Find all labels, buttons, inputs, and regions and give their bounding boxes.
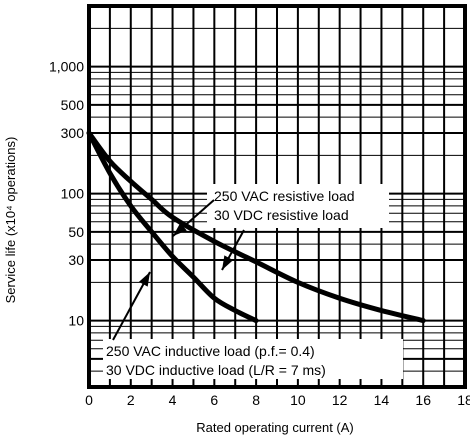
inductive-label-bg bbox=[103, 339, 403, 379]
y-axis-title: Service life (x10⁴ operations) bbox=[3, 137, 18, 304]
resistive-load-curve bbox=[86, 130, 426, 324]
inductive-arrow-head bbox=[138, 272, 150, 287]
plot-frame bbox=[87, 4, 467, 389]
x-tick-label: 6 bbox=[210, 392, 218, 408]
y-tick-label: 300 bbox=[61, 125, 85, 141]
inductive-load-curve bbox=[86, 130, 259, 324]
resistive-arrow-lower bbox=[221, 229, 245, 271]
y-tick-labels: 10 30 50 100 300 500 1,000 bbox=[49, 59, 84, 329]
x-tick-label: 0 bbox=[85, 392, 93, 408]
y-tick-label: 10 bbox=[68, 313, 84, 329]
y-tick-label: 30 bbox=[68, 252, 84, 268]
y-tick-label: 50 bbox=[68, 224, 84, 240]
x-tick-label: 8 bbox=[252, 392, 260, 408]
resistive-label-line-1: 250 VAC resistive load bbox=[214, 188, 355, 204]
x-tick-label: 10 bbox=[290, 392, 306, 408]
inductive-label-line-1: 250 VAC inductive load (p.f.= 0.4) bbox=[106, 343, 315, 359]
x-axis-title: Rated operating current (A) bbox=[196, 420, 354, 435]
annotations: 250 VAC resistive load 30 VDC resistive l… bbox=[103, 184, 403, 379]
curves bbox=[86, 130, 426, 324]
y-tick-label: 1,000 bbox=[49, 59, 84, 75]
x-tick-label: 4 bbox=[169, 392, 177, 408]
inductive-label-line-2: 30 VDC inductive load (L/R = 7 ms) bbox=[106, 362, 326, 378]
y-tick-label: 500 bbox=[61, 97, 85, 113]
resistive-label-line-2: 30 VDC resistive load bbox=[214, 207, 349, 223]
resistive-label-bg bbox=[207, 184, 389, 228]
x-tick-label: 12 bbox=[332, 392, 348, 408]
resistive-arrow-lower-head bbox=[222, 255, 234, 270]
y-tick-label: 100 bbox=[61, 186, 85, 202]
x-tick-label: 2 bbox=[127, 392, 135, 408]
resistive-arrow-upper bbox=[172, 199, 215, 237]
x-tick-labels: 0 2 4 6 8 10 12 14 16 18 bbox=[85, 392, 470, 408]
x-tick-label: 18 bbox=[457, 392, 470, 408]
x-tick-label: 14 bbox=[374, 392, 390, 408]
x-tick-label: 16 bbox=[415, 392, 431, 408]
inductive-arrow bbox=[112, 271, 151, 341]
resistive-arrow-upper-head bbox=[173, 223, 187, 236]
